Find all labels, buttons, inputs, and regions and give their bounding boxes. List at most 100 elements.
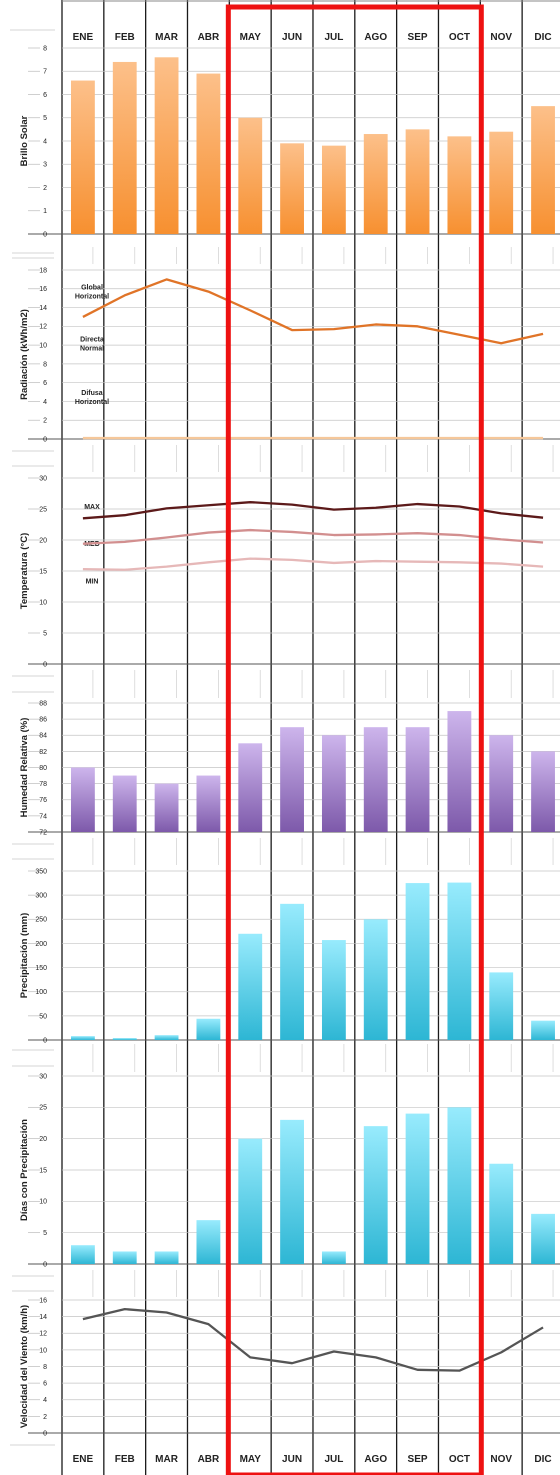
month-label: FEB: [115, 32, 135, 43]
y-tick-label: 80: [39, 765, 47, 772]
month-label: ABR: [198, 32, 220, 43]
series-annotation: MAX: [84, 504, 100, 511]
y-tick-label: 20: [39, 1136, 47, 1143]
y-tick-label: 16: [39, 1297, 47, 1304]
y-tick-label: 6: [43, 92, 47, 99]
bar-ago: [363, 134, 388, 234]
bar-dic: [531, 751, 555, 832]
bar-jun: [280, 1119, 304, 1264]
y-axis-title: Brillo Solar: [19, 115, 30, 166]
bar-abr: [196, 73, 221, 234]
bar-ago: [363, 919, 388, 1040]
y-tick-label: 30: [39, 475, 47, 482]
bar-oct: [447, 882, 472, 1040]
y-axis-title: Humedad Relativa (%): [19, 718, 30, 818]
y-tick-label: 74: [39, 813, 47, 820]
y-axis-title: Días con Precipitación: [19, 1119, 30, 1221]
y-tick-label: 10: [39, 1347, 47, 1354]
y-tick-label: 10: [39, 343, 47, 350]
y-tick-label: 5: [43, 630, 47, 637]
month-label: DIC: [534, 1454, 551, 1465]
bar-jul: [321, 145, 346, 234]
month-label: AGO: [364, 1454, 387, 1465]
highlight-layer: [225, 4, 484, 1475]
y-axis-title: Radiación (kWh/m2): [19, 309, 30, 400]
y-tick-label: 3: [43, 162, 47, 169]
series-line: [82, 557, 544, 571]
bar-oct: [447, 136, 472, 234]
bar-jul: [321, 735, 346, 832]
y-tick-label: 2: [43, 418, 47, 425]
y-tick-label: 15: [39, 1167, 47, 1174]
bar-may: [238, 1138, 263, 1264]
y-tick-label: 78: [39, 781, 47, 788]
y-tick-label: 0: [43, 436, 47, 443]
bar-sep: [405, 727, 430, 832]
month-label: JUL: [324, 32, 343, 43]
y-tick-label: 25: [39, 1105, 47, 1112]
bar-feb: [112, 1038, 137, 1040]
y-tick-label: 84: [39, 733, 47, 740]
y-axis-title: Temperatura (°C): [19, 533, 30, 609]
bar-nov: [489, 735, 514, 832]
bar-nov: [489, 131, 514, 234]
y-tick-label: 0: [43, 661, 47, 668]
y-tick-label: 250: [35, 917, 47, 924]
y-tick-label: 72: [39, 829, 47, 836]
series-annotation: MED: [84, 541, 100, 548]
axes-layer: ENE FEB MAR ABR MAY JUN JUL AGO SEP OCT NOV DIC ENE F…: [19, 32, 552, 1465]
y-tick-label: 16: [39, 286, 47, 293]
bar-may: [238, 933, 263, 1040]
y-tick-label: 0: [43, 231, 47, 238]
y-tick-label: 15: [39, 568, 47, 575]
marks-layer: [71, 57, 555, 1372]
y-tick-label: 100: [35, 989, 47, 996]
bar-mar: [154, 1035, 179, 1040]
series-annotation: Horizontal: [75, 294, 109, 301]
bar-feb: [112, 775, 137, 832]
y-tick-label: 86: [39, 717, 47, 724]
bar-feb: [112, 61, 137, 235]
y-tick-label: 25: [39, 506, 47, 513]
month-label: MAR: [155, 32, 179, 43]
y-tick-label: 150: [35, 965, 47, 972]
y-tick-label: 5: [43, 115, 47, 122]
y-tick-label: 88: [39, 700, 47, 707]
month-label: DIC: [534, 32, 551, 43]
series-annotation: Difusa: [81, 390, 103, 397]
month-label: SEP: [408, 1454, 428, 1465]
bar-ene: [71, 1245, 95, 1264]
bar-jun: [280, 727, 304, 832]
month-label: ENE: [73, 1454, 94, 1465]
y-tick-label: 10: [39, 599, 47, 606]
month-label: SEP: [408, 32, 428, 43]
bar-ene: [71, 1036, 95, 1040]
bar-abr: [196, 775, 221, 832]
month-label: NOV: [490, 32, 512, 43]
y-tick-label: 20: [39, 537, 47, 544]
y-tick-label: 18: [39, 267, 47, 274]
bar-may: [238, 743, 263, 832]
month-label: FEB: [115, 1454, 135, 1465]
y-tick-label: 82: [39, 749, 47, 756]
month-label: JUN: [282, 1454, 302, 1465]
y-tick-label: 6: [43, 1381, 47, 1388]
month-label: MAY: [240, 32, 262, 43]
y-tick-label: 50: [39, 1013, 47, 1020]
bar-abr: [196, 1220, 221, 1264]
y-tick-label: 8: [43, 1364, 47, 1371]
bar-nov: [489, 972, 514, 1040]
bar-dic: [531, 106, 555, 234]
bar-sep: [405, 129, 430, 234]
bar-nov: [489, 1163, 514, 1264]
bar-mar: [154, 57, 179, 234]
y-tick-label: 200: [35, 941, 47, 948]
bar-may: [238, 117, 263, 234]
y-tick-label: 12: [39, 1331, 47, 1338]
bar-sep: [405, 883, 430, 1040]
y-tick-label: 8: [43, 45, 47, 52]
y-tick-label: 5: [43, 1230, 47, 1237]
month-label: ABR: [198, 1454, 220, 1465]
month-label: NOV: [490, 1454, 512, 1465]
bar-mar: [154, 783, 179, 832]
